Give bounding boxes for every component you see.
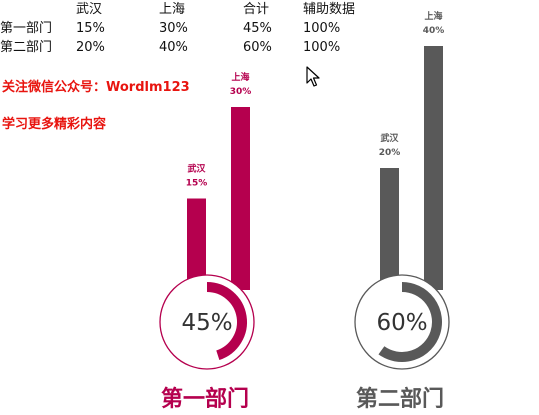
table-cell: 第一部门 xyxy=(0,21,53,36)
bar-category-label: 武汉 xyxy=(380,132,399,144)
bar-value-label: 40% xyxy=(423,26,445,36)
table-cell: 100% xyxy=(303,21,341,36)
bar xyxy=(380,168,399,290)
table-header-cell: 武汉 xyxy=(76,2,103,17)
total-value-label: 45% xyxy=(181,310,232,336)
department-title: 第一部门 xyxy=(161,386,249,412)
total-value-label: 60% xyxy=(376,310,427,336)
table-cell: 15% xyxy=(76,21,105,36)
bar-category-label: 上海 xyxy=(424,10,442,22)
notice-line-2: 学习更多精彩内容 xyxy=(2,117,107,132)
table-cell: 40% xyxy=(159,40,188,55)
bar-value-label: 15% xyxy=(186,179,208,189)
bar-category-label: 武汉 xyxy=(187,163,206,175)
table-cell: 45% xyxy=(243,21,272,36)
table-row: 第一部门 15% 30% 45% 100% xyxy=(0,19,355,38)
data-table: 武汉 上海 合计 辅助数据 第一部门 15% 30% 45% 100% 第二部门… xyxy=(0,0,355,57)
bar-value-label: 20% xyxy=(379,148,401,158)
bar xyxy=(187,198,206,290)
total-progress-arc xyxy=(378,282,442,362)
total-progress-arc xyxy=(206,282,247,361)
mouse-cursor-icon xyxy=(306,66,320,87)
table-cell: 60% xyxy=(243,40,272,55)
bar-category-label: 上海 xyxy=(231,71,249,83)
department-title: 第二部门 xyxy=(356,386,444,412)
table-row: 第二部门 20% 40% 60% 100% xyxy=(0,38,355,57)
notice-line-1: 关注微信公众号：Wordlm123 xyxy=(2,80,190,95)
table-cell: 第二部门 xyxy=(0,40,53,55)
bar-value-label: 30% xyxy=(230,87,252,97)
table-cell: 30% xyxy=(159,21,188,36)
table-header-cell: 上海 xyxy=(159,2,186,17)
table-header-cell: 辅助数据 xyxy=(303,2,356,17)
table-cell: 20% xyxy=(76,40,105,55)
bar xyxy=(231,107,250,290)
bar xyxy=(424,46,443,290)
table-cell: 100% xyxy=(303,40,341,55)
table-header-row: 武汉 上海 合计 辅助数据 xyxy=(0,0,355,19)
table-header-cell: 合计 xyxy=(243,2,270,17)
